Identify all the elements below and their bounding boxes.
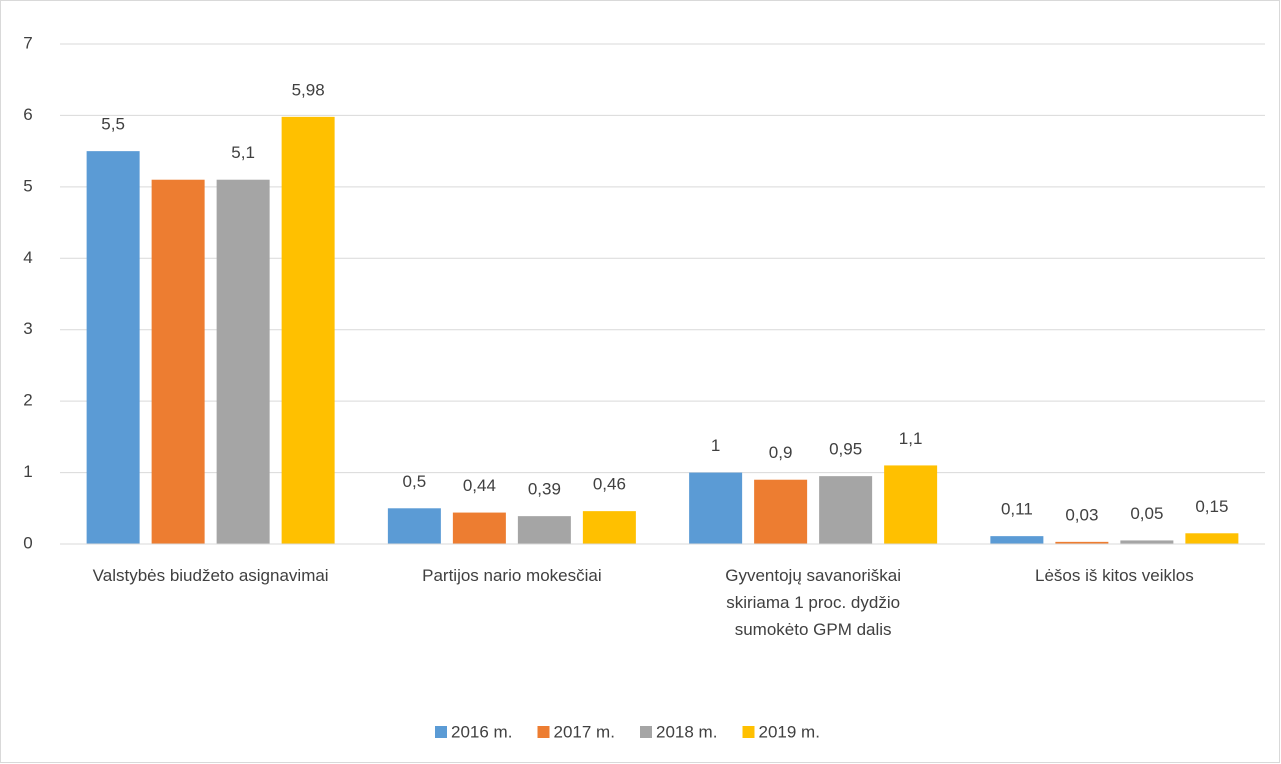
legend-label: 2018 m. [656,722,717,741]
bar [1055,541,1109,544]
y-tick-label: 3 [23,319,32,338]
data-label: 0,05 [1130,504,1163,523]
x-tick-label: Partijos nario mokesčiai [422,566,602,585]
bar [582,511,636,544]
legend-swatch [640,726,652,738]
y-tick-label: 5 [23,176,32,195]
data-label: 0,44 [463,476,496,495]
y-tick-label: 0 [23,533,32,552]
x-tick-label: Valstybės biudžeto asignavimai [92,566,329,585]
data-label: 5,98 [292,80,325,99]
bar [517,516,571,544]
data-label: 0,46 [593,475,626,494]
bar [1185,533,1239,544]
y-tick-label: 7 [23,33,32,52]
data-label: 0,95 [829,440,862,459]
y-tick-label: 1 [23,462,32,481]
legend-label: 2019 m. [759,722,820,741]
data-label: 1 [711,436,720,455]
legend-swatch [435,726,447,738]
data-label: 5,1 [231,143,255,162]
x-tick-label: Lėšos iš kitos veiklos [1035,566,1194,585]
bar [387,508,441,544]
y-tick-label: 6 [23,105,32,124]
data-label: 0,39 [528,480,561,499]
data-label: 0,15 [1195,497,1228,516]
legend-swatch [537,726,550,738]
x-tick-label: Gyventojų savanoriškai skiriama 1 proc. … [725,566,901,639]
bar [884,465,938,544]
bar [990,536,1044,544]
data-label: 0,9 [769,443,793,462]
bar [819,476,873,544]
bar [1120,540,1174,544]
bar [754,479,808,544]
data-label: 0,11 [1001,500,1033,519]
legend-label: 2016 m. [451,722,512,741]
legend-swatch [742,726,755,738]
data-label: 5,5 [101,115,125,134]
y-tick-label: 4 [23,248,32,267]
bar [86,151,140,544]
legend-label: 2017 m. [554,722,615,741]
bar [452,512,506,544]
data-label: 0,03 [1065,505,1098,524]
bar [281,116,335,544]
bar [151,179,205,544]
y-tick-label: 2 [23,391,32,410]
data-label: 0,5 [403,472,427,491]
bar [216,179,270,544]
data-label: 1,1 [899,429,923,448]
bar [689,472,743,544]
